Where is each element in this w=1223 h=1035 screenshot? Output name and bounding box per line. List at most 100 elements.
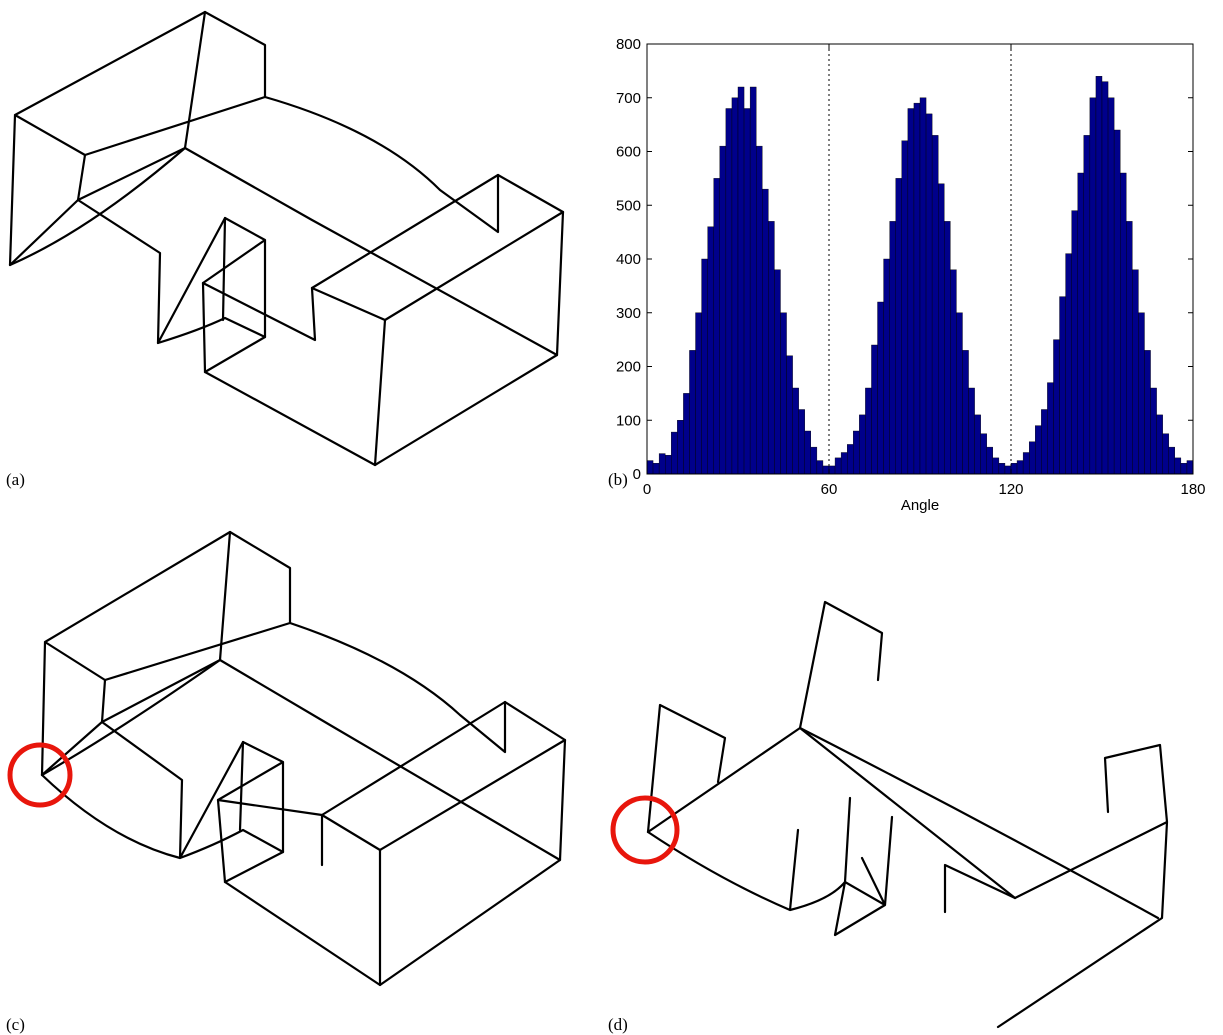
- bar: [1047, 383, 1053, 474]
- bar: [878, 302, 884, 474]
- bar: [756, 146, 762, 474]
- bar: [926, 114, 932, 474]
- highlight-circle: [10, 745, 70, 805]
- x-tick-label: 120: [998, 481, 1023, 498]
- bar: [817, 461, 823, 474]
- bar: [732, 98, 738, 474]
- bar: [902, 141, 908, 474]
- bar: [1169, 447, 1175, 474]
- highlight-circle: [613, 798, 677, 862]
- bar: [944, 221, 950, 474]
- figure: (a) (b) (c) (d) Angle 0 100 200 300 400 500 60…: [0, 0, 1223, 1035]
- bar: [938, 184, 944, 474]
- bar: [799, 410, 805, 475]
- bar: [884, 259, 890, 474]
- bar: [956, 313, 962, 474]
- bar: [720, 146, 726, 474]
- bar: [1157, 415, 1163, 474]
- bar: [896, 178, 902, 474]
- bar: [1163, 434, 1169, 474]
- panel-label: (c): [6, 1015, 25, 1034]
- bar: [1053, 340, 1059, 474]
- bar: [1126, 221, 1132, 474]
- panel-label: (d): [608, 1015, 628, 1034]
- bar: [1114, 130, 1120, 474]
- x-axis-label: Angle: [901, 497, 939, 514]
- bar: [1187, 461, 1193, 474]
- bar: [653, 463, 659, 474]
- bar: [1060, 297, 1066, 474]
- bar: [1023, 453, 1029, 475]
- bar: [1041, 410, 1047, 475]
- bar: [774, 270, 780, 474]
- y-tick-label: 500: [616, 197, 641, 214]
- bar: [793, 388, 799, 474]
- bar: [920, 98, 926, 474]
- y-tick-label: 300: [616, 305, 641, 322]
- bar: [683, 393, 689, 474]
- bar: [659, 454, 665, 474]
- bar: [1090, 98, 1096, 474]
- y-tick-label: 600: [616, 144, 641, 161]
- bar: [762, 189, 768, 474]
- bar: [671, 432, 677, 474]
- bar: [969, 388, 975, 474]
- bar: [1017, 461, 1023, 474]
- bar: [1181, 463, 1187, 474]
- bar: [1078, 173, 1084, 474]
- bar: [981, 434, 987, 474]
- bar: [865, 388, 871, 474]
- bar: [1108, 98, 1114, 474]
- bar: [890, 221, 896, 474]
- bar: [696, 313, 702, 474]
- y-tick-label: 200: [616, 359, 641, 376]
- bar: [853, 431, 859, 474]
- sketch-a: [10, 12, 563, 465]
- bar: [1132, 270, 1138, 474]
- bar: [993, 458, 999, 474]
- y-tick-label: 700: [616, 90, 641, 107]
- y-tick-label: 800: [616, 36, 641, 53]
- bar: [1144, 350, 1150, 474]
- x-tick-label: 0: [643, 481, 651, 498]
- bar: [1102, 82, 1108, 474]
- y-tick-label: 100: [616, 412, 641, 429]
- bar: [1011, 463, 1017, 474]
- bar: [1029, 442, 1035, 474]
- bar: [823, 466, 829, 474]
- bar: [1120, 173, 1126, 474]
- bar: [787, 356, 793, 474]
- bar: [714, 178, 720, 474]
- bar: [811, 447, 817, 474]
- bar: [1005, 466, 1011, 474]
- bar: [950, 270, 956, 474]
- bar: [665, 455, 671, 474]
- bar: [1066, 254, 1072, 474]
- bar: [647, 461, 653, 474]
- bar: [829, 466, 835, 474]
- bar: [768, 221, 774, 474]
- bar: [780, 313, 786, 474]
- bar: [677, 420, 683, 474]
- bar: [932, 135, 938, 474]
- bar: [738, 87, 744, 474]
- bar: [750, 87, 756, 474]
- bar: [1096, 76, 1102, 474]
- bar: [708, 227, 714, 474]
- bar: [1151, 388, 1157, 474]
- bar: [1138, 313, 1144, 474]
- bar: [859, 415, 865, 474]
- bar: [702, 259, 708, 474]
- bar: [805, 431, 811, 474]
- y-tick-label: 400: [616, 251, 641, 268]
- bar: [987, 447, 993, 474]
- panel-label: (a): [6, 470, 25, 489]
- panel-label: (b): [608, 470, 628, 489]
- bar: [871, 345, 877, 474]
- bar: [1175, 458, 1181, 474]
- sketch-c: [42, 532, 565, 985]
- x-tick-label: 180: [1180, 481, 1205, 498]
- bar: [1035, 426, 1041, 474]
- bar: [999, 463, 1005, 474]
- bar: [744, 109, 750, 475]
